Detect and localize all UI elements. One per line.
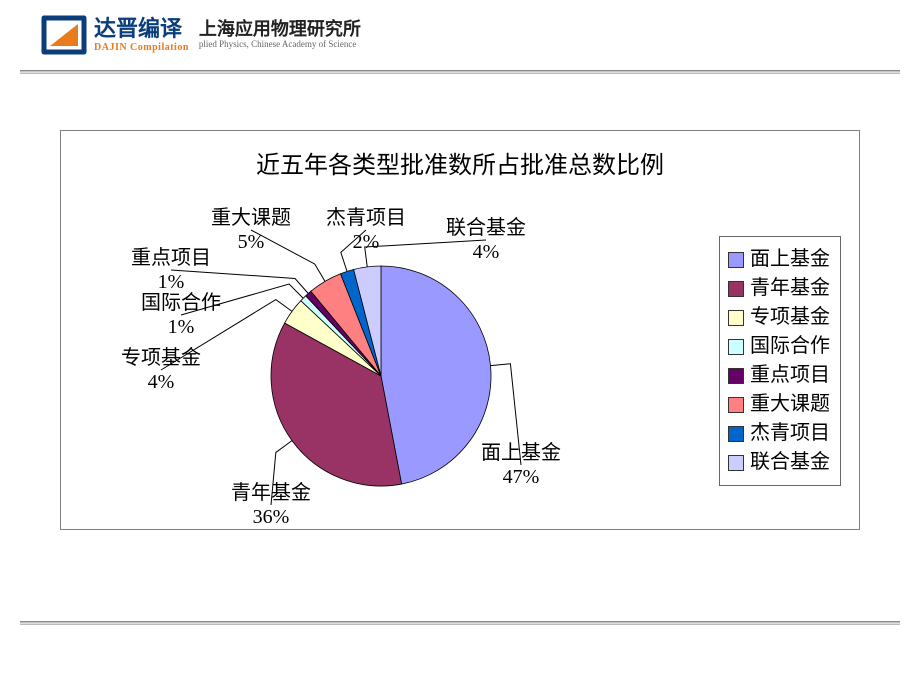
logo-dajin: 达晋编译 DAJIN Compilation bbox=[40, 14, 189, 56]
legend-swatch bbox=[728, 281, 744, 297]
legend-item: 国际合作 bbox=[728, 332, 830, 361]
legend-label: 杰青项目 bbox=[750, 419, 830, 448]
legend-item: 青年基金 bbox=[728, 274, 830, 303]
pie-callout: 联合基金4% bbox=[446, 216, 526, 264]
dajin-logo-cn: 达晋编译 bbox=[94, 17, 189, 41]
institute-cn: 上海应用物理研究所 bbox=[199, 20, 361, 40]
institute-en: plied Physics, Chinese Academy of Scienc… bbox=[199, 40, 361, 50]
callout-label: 青年基金 bbox=[231, 482, 311, 504]
legend: 面上基金青年基金专项基金国际合作重点项目重大课题杰青项目联合基金 bbox=[719, 236, 841, 486]
chart-title: 近五年各类型批准数所占批准总数比例 bbox=[61, 145, 859, 180]
callout-label: 重大课题 bbox=[211, 207, 291, 229]
legend-swatch bbox=[728, 310, 744, 326]
divider-bottom bbox=[20, 621, 900, 625]
legend-label: 联合基金 bbox=[750, 448, 830, 477]
legend-item: 杰青项目 bbox=[728, 419, 830, 448]
pie-callout: 面上基金47% bbox=[481, 441, 561, 489]
callout-label: 联合基金 bbox=[446, 217, 526, 239]
callout-pct: 4% bbox=[121, 370, 201, 394]
legend-item: 联合基金 bbox=[728, 448, 830, 477]
legend-item: 专项基金 bbox=[728, 303, 830, 332]
pie-callout: 专项基金4% bbox=[121, 346, 201, 394]
callout-pct: 36% bbox=[231, 505, 311, 529]
callout-label: 专项基金 bbox=[121, 347, 201, 369]
legend-label: 重大课题 bbox=[750, 390, 830, 419]
callout-label: 国际合作 bbox=[141, 292, 221, 314]
logo-institute: 上海应用物理研究所 plied Physics, Chinese Academy… bbox=[199, 20, 361, 50]
legend-swatch bbox=[728, 426, 744, 442]
legend-item: 重点项目 bbox=[728, 361, 830, 390]
callout-label: 面上基金 bbox=[481, 442, 561, 464]
legend-swatch bbox=[728, 339, 744, 355]
callout-pct: 4% bbox=[446, 240, 526, 264]
pie-callout: 国际合作1% bbox=[141, 291, 221, 339]
legend-item: 面上基金 bbox=[728, 245, 830, 274]
legend-swatch bbox=[728, 455, 744, 471]
callout-label: 杰青项目 bbox=[326, 207, 406, 229]
legend-label: 专项基金 bbox=[750, 303, 830, 332]
callout-pct: 1% bbox=[141, 315, 221, 339]
callout-pct: 5% bbox=[211, 230, 291, 254]
pie-callout: 杰青项目2% bbox=[326, 206, 406, 254]
pie-slice bbox=[381, 266, 491, 484]
dajin-logo-en: DAJIN Compilation bbox=[94, 42, 189, 53]
pie-area: 面上基金47%青年基金36%专项基金4%国际合作1%重点项目1%重大课题5%杰青… bbox=[91, 191, 641, 521]
callout-pct: 47% bbox=[481, 465, 561, 489]
header: 达晋编译 DAJIN Compilation 上海应用物理研究所 plied P… bbox=[0, 0, 920, 70]
legend-swatch bbox=[728, 252, 744, 268]
chart-container: 近五年各类型批准数所占批准总数比例 面上基金47%青年基金36%专项基金4%国际… bbox=[60, 130, 860, 530]
legend-swatch bbox=[728, 368, 744, 384]
legend-label: 重点项目 bbox=[750, 361, 830, 390]
legend-item: 重大课题 bbox=[728, 390, 830, 419]
legend-swatch bbox=[728, 397, 744, 413]
divider-top bbox=[20, 70, 900, 74]
legend-label: 青年基金 bbox=[750, 274, 830, 303]
callout-pct: 1% bbox=[131, 270, 211, 294]
dajin-logo-icon bbox=[40, 14, 88, 56]
callout-pct: 2% bbox=[326, 230, 406, 254]
callout-label: 重点项目 bbox=[131, 247, 211, 269]
pie-callout: 青年基金36% bbox=[231, 481, 311, 529]
legend-label: 国际合作 bbox=[750, 332, 830, 361]
legend-label: 面上基金 bbox=[750, 245, 830, 274]
pie-callout: 重大课题5% bbox=[211, 206, 291, 254]
pie-callout: 重点项目1% bbox=[131, 246, 211, 294]
